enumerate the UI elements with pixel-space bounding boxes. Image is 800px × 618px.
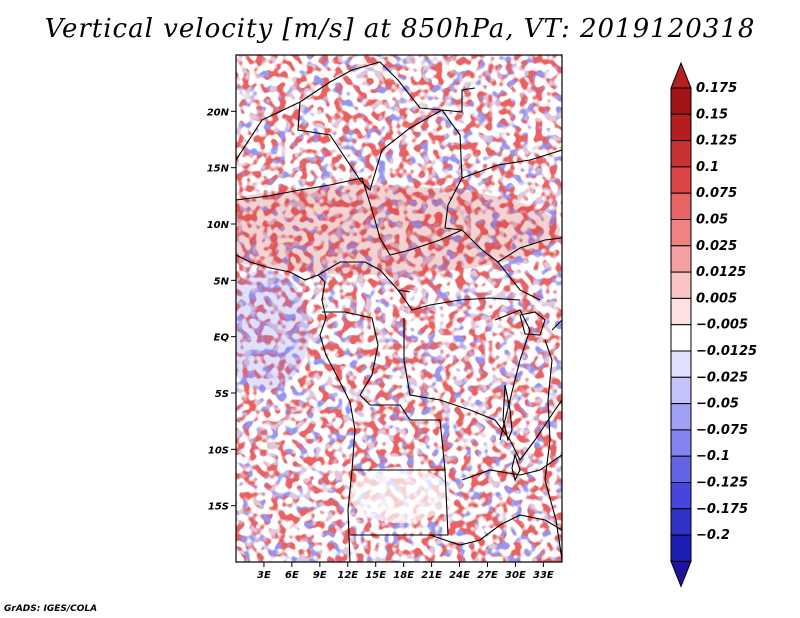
colorbar-swatch [670, 113, 692, 142]
colorbar-level-label: −0.005 [696, 318, 748, 333]
lon-tick-label: 27E [477, 570, 498, 581]
colorbar-level-label: −0.1 [696, 449, 730, 464]
lon-tick-label: 3E [257, 570, 271, 581]
colorbar-level-label: −0.2 [696, 528, 730, 543]
colorbar-level-label: 0.025 [696, 239, 737, 254]
lon-tick-label: 15E [365, 570, 386, 581]
colorbar-level-label: 0.0125 [696, 265, 746, 280]
colorbar-swatch [670, 403, 692, 431]
lat-tick-label: 10S [208, 445, 229, 456]
colorbar-swatch [670, 534, 692, 562]
lon-tick-label: 12E [337, 570, 358, 581]
colorbar-swatch [670, 455, 692, 484]
latitude-axis: 20N 15N 10N 5N EQ 5S 10S 15S [207, 107, 236, 513]
colorbar: 0.175 0.15 0.125 0.1 0.075 0.05 0.025 0.0125 0.0… [670, 61, 757, 588]
colorbar-level-label: −0.175 [696, 502, 748, 517]
map-title: Vertical velocity [m/s] at 850hPa, VT: 2… [44, 14, 756, 44]
colorbar-level-label: −0.075 [696, 423, 748, 438]
colorbar-level-label: 0.075 [696, 186, 737, 201]
colorbar-level-label: −0.125 [696, 476, 748, 491]
grads-credit: GrADS: IGES/COLA [4, 604, 98, 614]
colorbar-swatch [670, 324, 692, 352]
velocity-field [236, 55, 562, 562]
colorbar-swatch [670, 219, 692, 247]
colorbar-level-label: 0.15 [696, 107, 728, 122]
colorbar-level-label: 0.125 [696, 134, 737, 149]
lat-tick-label: EQ [214, 333, 230, 344]
lon-tick-label: 24E [449, 570, 470, 581]
colorbar-swatch [670, 87, 692, 115]
colorbar-level-label: 0.05 [696, 213, 728, 228]
colorbar-swatch [670, 245, 692, 273]
lon-tick-label: 18E [393, 570, 414, 581]
lat-tick-label: 10N [207, 220, 230, 231]
lat-tick-label: 15S [208, 502, 229, 513]
colorbar-level-label: 0.005 [696, 291, 737, 306]
colorbar-swatch [670, 271, 692, 299]
colorbar-swatch [670, 429, 692, 457]
colorbar-swatch [670, 482, 692, 510]
colorbar-swatch [670, 297, 692, 326]
colorbar-level-label: 0.1 [696, 160, 719, 175]
map-frame [235, 54, 563, 563]
colorbar-under-arrow [670, 560, 692, 588]
longitude-axis: 3E 6E 9E 12E 15E 18E 21E 24E 27E 30E 33E [257, 562, 554, 581]
lon-tick-label: 33E [533, 570, 554, 581]
lon-tick-label: 30E [505, 570, 526, 581]
colorbar-swatch [670, 508, 692, 536]
country-borders [236, 61, 562, 562]
colorbar-level-label: 0.175 [696, 81, 737, 96]
colorbar-swatch [670, 376, 692, 405]
lon-tick-label: 6E [285, 570, 299, 581]
lon-tick-label: 21E [421, 570, 442, 581]
lat-tick-label: 5N [214, 276, 230, 287]
colorbar-over-arrow [670, 61, 692, 89]
lat-tick-label: 20N [207, 107, 230, 118]
colorbar-level-label: −0.0125 [696, 344, 757, 359]
map-panel: 20N 15N 10N 5N EQ 5S 10S 15S 3E 6E 9E 12E 15E 18E 21E… [207, 54, 563, 581]
colorbar-swatch [670, 192, 692, 220]
colorbar-swatch [670, 140, 692, 168]
lat-tick-label: 5S [215, 389, 229, 400]
colorbar-level-label: −0.025 [696, 370, 748, 385]
colorbar-level-label: −0.05 [696, 397, 739, 412]
colorbar-swatch [670, 350, 692, 378]
lon-tick-label: 9E [313, 570, 327, 581]
colorbar-swatch [670, 166, 692, 194]
lat-tick-label: 15N [207, 164, 230, 175]
